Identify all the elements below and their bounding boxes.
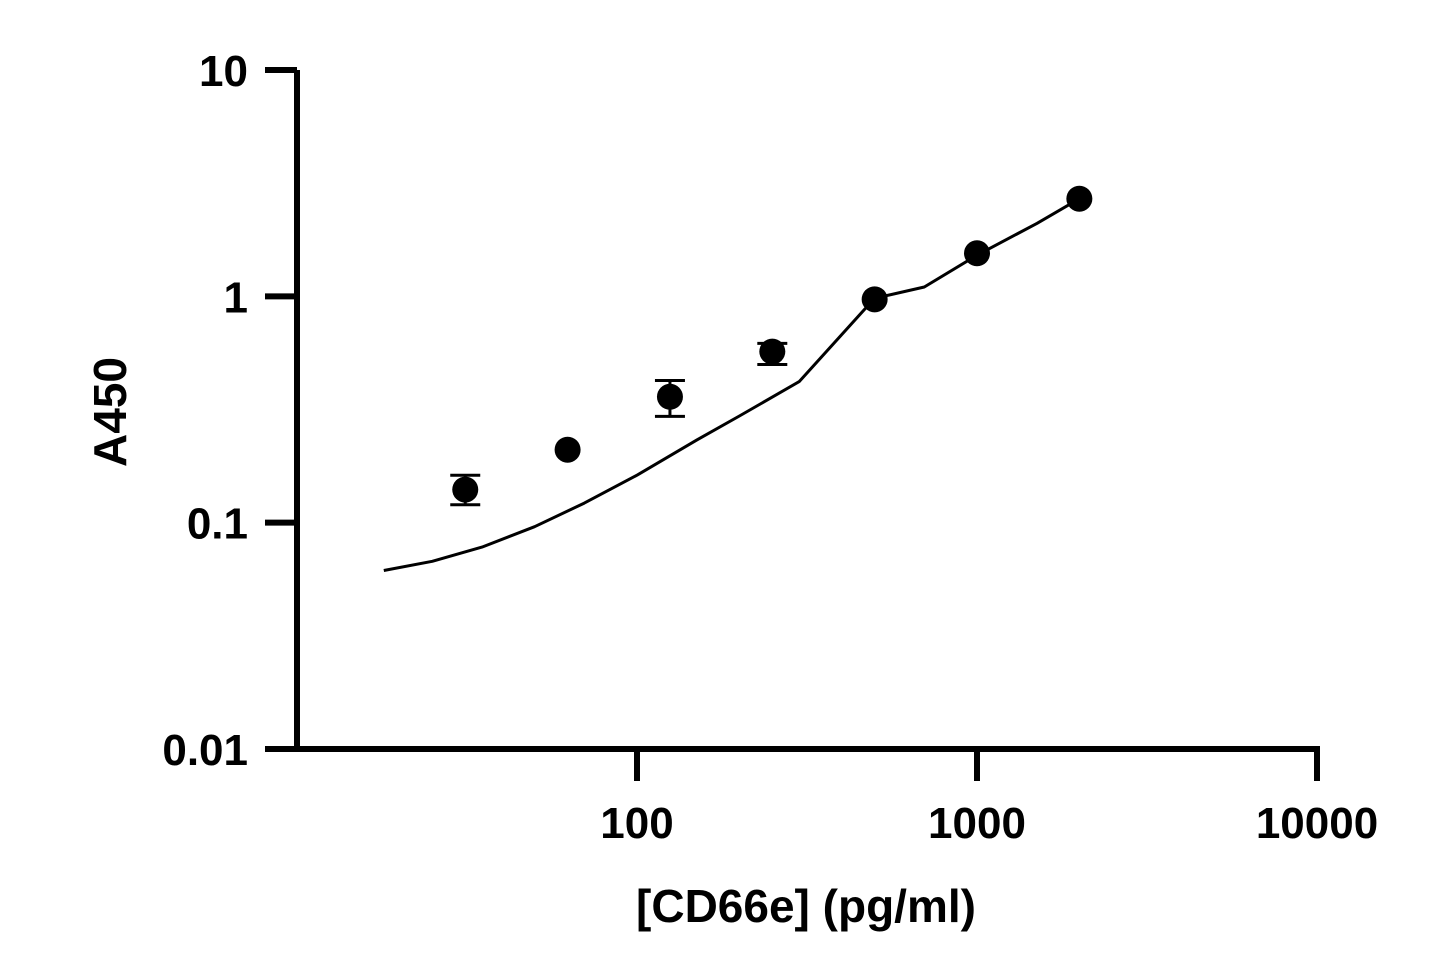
data-point	[656, 383, 683, 410]
y-tick-label: 1	[224, 273, 248, 322]
y-ticks: 0.01 0.1 1 10	[162, 47, 297, 775]
y-tick-label: 10	[199, 47, 248, 96]
y-tick-label: 0.1	[187, 500, 248, 549]
data-point	[861, 286, 888, 313]
data-point	[759, 338, 786, 365]
data-points-layer	[452, 185, 1093, 503]
y-tick-label: 0.01	[162, 726, 248, 775]
data-point	[452, 476, 479, 503]
data-point	[1066, 185, 1093, 212]
x-axis-title: [CD66e] (pg/ml)	[636, 880, 976, 932]
y-axis-title: A450	[84, 357, 136, 467]
data-point	[964, 240, 990, 267]
x-tick-label: 10000	[1256, 799, 1378, 848]
x-tick-label: 1000	[928, 799, 1026, 848]
x-tick-label: 100	[600, 799, 673, 848]
x-ticks: 100 1000 10000	[600, 749, 1378, 848]
error-bars-layer	[450, 341, 788, 507]
data-point	[554, 436, 581, 463]
